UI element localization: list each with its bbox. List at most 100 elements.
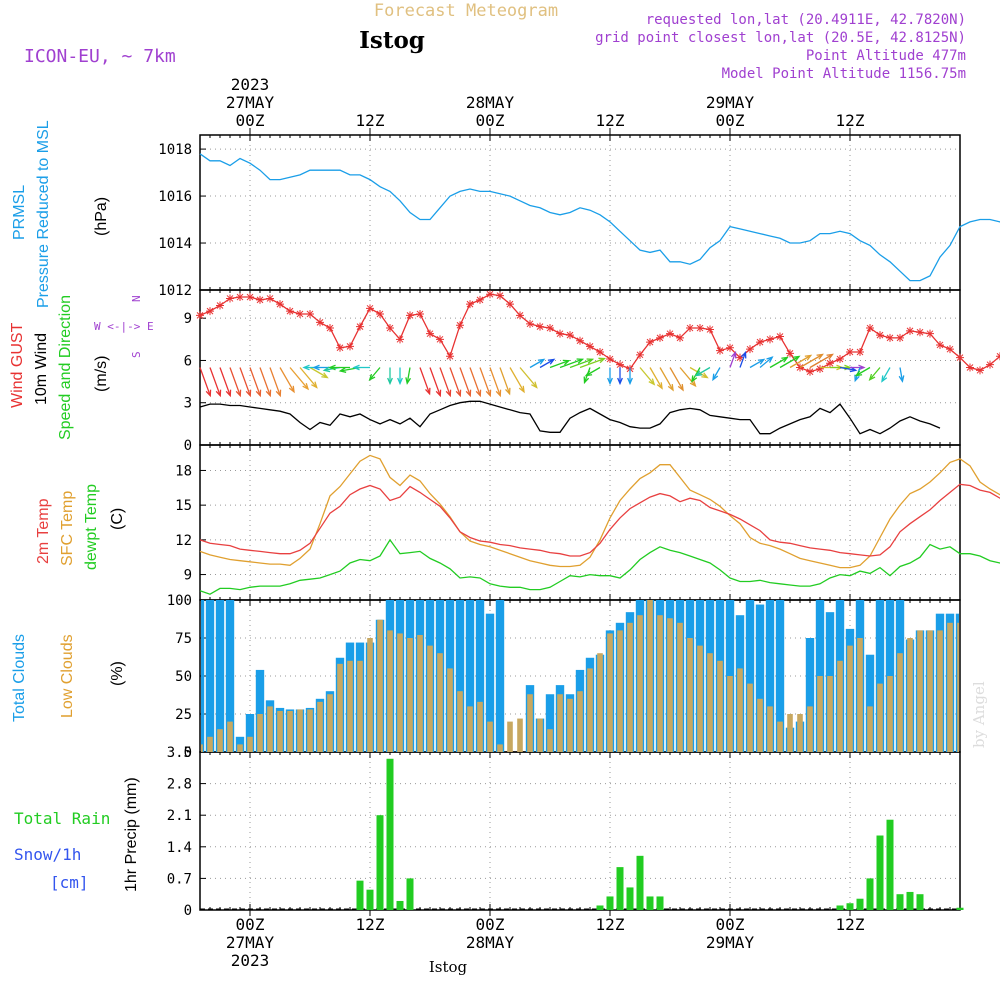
- wind-arrow: [759, 356, 774, 368]
- low-cloud-bar: [387, 630, 393, 752]
- wind-arrow: [639, 367, 656, 386]
- gust-marker: [576, 336, 584, 345]
- gust-marker: [646, 338, 654, 347]
- low-cloud-bar: [597, 653, 603, 752]
- low-cloud-bar: [507, 721, 513, 752]
- wind-arrow-head: [537, 358, 546, 365]
- wind-arrow-head: [854, 374, 860, 383]
- wind-arrow: [219, 367, 232, 398]
- wind-arrow-shaft: [799, 353, 823, 369]
- wind-arrow: [529, 358, 546, 369]
- total-clouds-label: Total Clouds: [11, 634, 28, 722]
- wind-arrow-shaft: [789, 354, 812, 369]
- gust-marker: [836, 355, 844, 364]
- wind-arrow-shaft: [489, 367, 501, 396]
- gust-marker: [266, 294, 274, 303]
- wind-arrow-shaft: [639, 367, 655, 385]
- rain-bar: [896, 894, 904, 910]
- wind-arrow-shaft: [259, 367, 271, 396]
- gust-marker: [496, 291, 504, 300]
- clouds-unit-label: (%): [109, 661, 126, 686]
- gust-marker: [726, 343, 734, 352]
- wind-arrow-shaft: [899, 367, 904, 382]
- wind-arrow: [489, 367, 502, 398]
- wind-arrow-shaft: [439, 367, 451, 396]
- wind-arrow: [229, 367, 242, 398]
- rain-bar: [626, 887, 634, 910]
- wind-arrow-shaft: [289, 367, 309, 390]
- wind-arrow: [419, 367, 431, 396]
- wind-arrow: [694, 366, 711, 377]
- wind-arrow: [469, 367, 482, 398]
- gust-marker: [896, 333, 904, 342]
- wind-arrow-shaft: [729, 352, 737, 368]
- wind-arrow-head: [531, 381, 538, 389]
- gust-marker: [636, 350, 644, 359]
- rain-bar: [856, 898, 864, 910]
- wind-arrow-shaft: [839, 366, 856, 371]
- low-cloud-bar: [457, 691, 463, 752]
- gust-marker: [696, 324, 704, 333]
- wind-arrow-head: [205, 389, 212, 398]
- low-cloud-bar: [737, 668, 743, 752]
- bottom-time-label: 29MAY: [706, 933, 755, 952]
- low-cloud-bar: [567, 698, 573, 752]
- temperature-ytick-label: 12: [175, 533, 192, 549]
- rain-bar: [916, 894, 924, 910]
- wind-arrow-head: [225, 389, 232, 398]
- gust-marker: [366, 304, 374, 313]
- wind-arrow-shaft: [269, 367, 281, 396]
- snow-label: Snow/1h: [14, 845, 81, 864]
- precip-ytick-label: 0: [184, 903, 192, 919]
- low-cloud-bar: [287, 710, 293, 752]
- gust-marker: [466, 300, 474, 309]
- wind-arrow-shaft: [679, 367, 696, 387]
- wind-arrow: [269, 367, 282, 398]
- low-cloud-bar: [467, 706, 473, 752]
- requested-coords: requested lon,lat (20.4911E, 42.7820N): [646, 12, 966, 28]
- pressure-ytick-label: 1018: [158, 142, 192, 158]
- wind-arrow-shaft: [209, 367, 221, 396]
- footer-location: Istog: [429, 958, 468, 976]
- gust-marker: [816, 364, 824, 373]
- wind-arrow-head: [475, 389, 482, 398]
- low-cloud-bar: [837, 660, 843, 752]
- wind-arrow: [429, 367, 442, 398]
- t2m-label: 2m Temp: [35, 498, 52, 564]
- gust-marker: [656, 333, 664, 342]
- wind-arrow-head: [701, 372, 709, 379]
- low-cloud-bar: [867, 706, 873, 752]
- speed-dir-label: Speed and Direction: [57, 295, 74, 440]
- wind-arrow-shaft: [869, 367, 881, 381]
- total-cloud-bar: [201, 600, 205, 752]
- wind-arrow: [549, 359, 571, 369]
- wind-arrow-shaft: [229, 367, 241, 396]
- low-cloud-bar: [337, 663, 343, 752]
- wind-arrow-head: [584, 370, 593, 377]
- gust-marker: [316, 318, 324, 327]
- gust-marker: [416, 309, 424, 318]
- wind-arrow-head: [562, 359, 571, 366]
- wind-arrow: [779, 355, 801, 369]
- wind-arrow: [459, 367, 472, 398]
- wind-arrow-head: [235, 389, 242, 398]
- rain-bar: [596, 905, 604, 910]
- rain-bar: [616, 867, 624, 910]
- bottom-time-label: 28MAY: [466, 933, 515, 952]
- wind-arrow: [868, 367, 881, 382]
- wind-arrow: [569, 358, 595, 369]
- gust-marker: [986, 360, 994, 369]
- wind-arrow-shaft: [369, 367, 381, 381]
- gust-marker: [936, 340, 944, 349]
- wind-arrow: [850, 364, 866, 371]
- wind-arrow-shaft: [249, 367, 261, 396]
- rain-bar: [646, 896, 654, 910]
- top-time-label: 2023: [231, 75, 270, 94]
- low-cloud-bar: [547, 729, 553, 752]
- total-cloud-bar: [475, 600, 485, 752]
- top-time-label: 12Z: [356, 111, 385, 130]
- wind-arrow-shaft: [519, 367, 538, 388]
- low-cloud-bar: [847, 645, 853, 752]
- gust-marker: [306, 309, 314, 318]
